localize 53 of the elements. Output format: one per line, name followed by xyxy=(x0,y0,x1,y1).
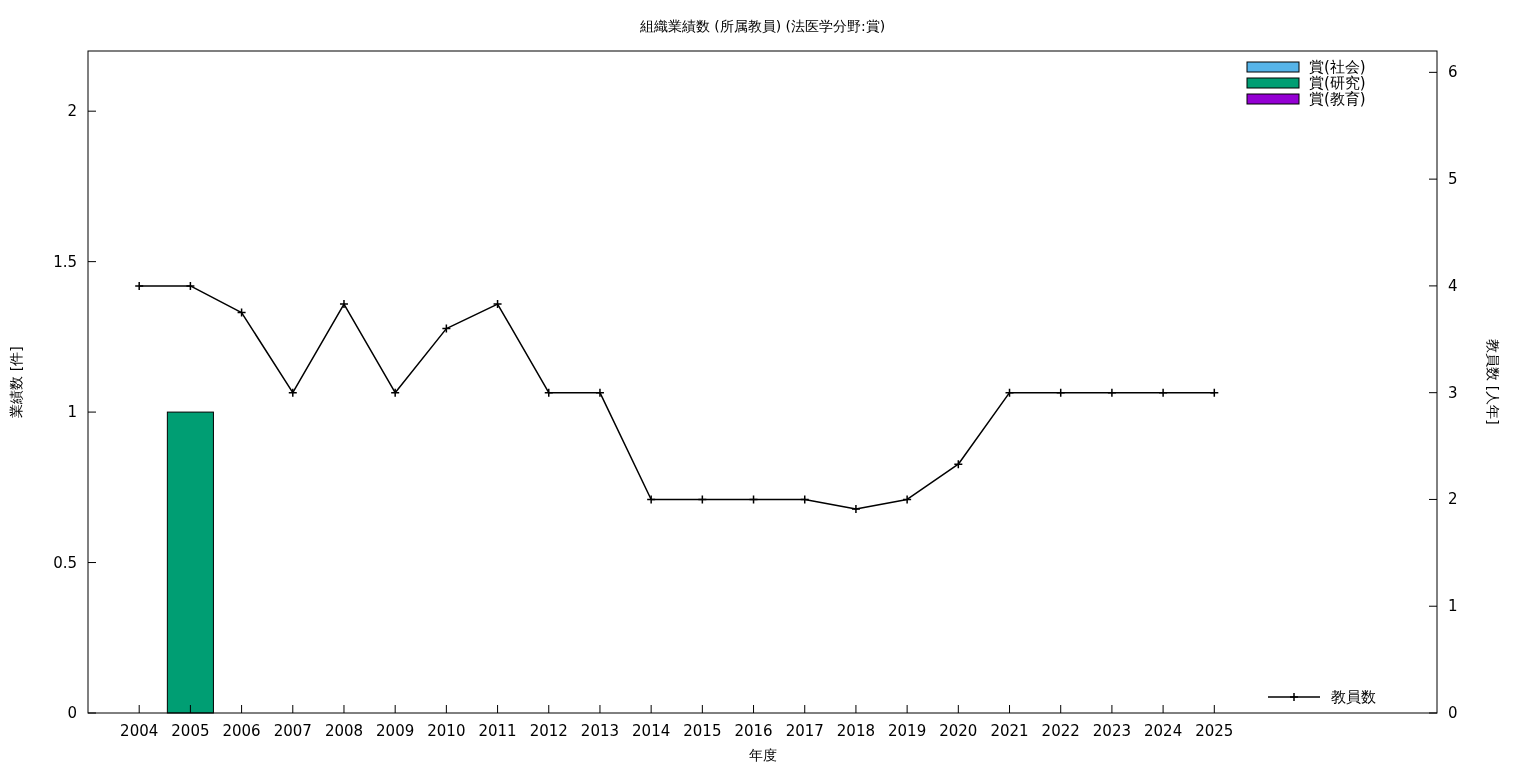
x-tick-label: 2015 xyxy=(683,722,722,740)
y2-tick-label: 3 xyxy=(1448,383,1458,402)
x-tick-label: 2025 xyxy=(1195,722,1234,740)
legend-label: 賞(教育) xyxy=(1309,90,1366,108)
chart-title: 組織業績数 (所属教員) (法医学分野:賞) xyxy=(638,18,886,34)
x-tick-label: 2010 xyxy=(427,722,466,740)
x-tick-label: 2016 xyxy=(734,722,773,740)
y-tick-label: 1.5 xyxy=(53,252,77,271)
point xyxy=(134,281,144,291)
y2-tick-label: 0 xyxy=(1448,704,1458,722)
y-tick-label: 0.5 xyxy=(53,553,77,572)
point xyxy=(902,494,912,505)
point xyxy=(492,299,503,309)
legend-label: 賞(研究) xyxy=(1309,74,1366,92)
point xyxy=(953,459,964,469)
y2-tick-label: 2 xyxy=(1448,490,1458,509)
y-tick-label: 1 xyxy=(67,403,77,422)
x-tick-label: 2017 xyxy=(785,722,824,740)
x-tick-label: 2018 xyxy=(836,722,876,740)
legend-label: 賞(社会) xyxy=(1309,58,1366,76)
y2-axis-title: 教員数 [人年] xyxy=(1485,339,1501,425)
x-tick-label: 2011 xyxy=(478,722,517,740)
y-axis-title: 業績数 [件] xyxy=(8,346,24,418)
x-tick-label: 2022 xyxy=(1041,722,1080,740)
point xyxy=(390,387,400,398)
legend-label: 教員数 xyxy=(1331,688,1376,706)
y-tick-label: 2 xyxy=(67,102,77,121)
point xyxy=(185,281,196,291)
x-tick-label: 2013 xyxy=(580,722,620,740)
point xyxy=(339,299,349,309)
x-tick-label: 2023 xyxy=(1092,722,1131,740)
x-tick-label: 2007 xyxy=(273,722,312,740)
y2-tick-label: 1 xyxy=(1448,597,1458,616)
x-tick-label: 2019 xyxy=(888,722,927,740)
point xyxy=(595,387,605,398)
x-tick-label: 2004 xyxy=(120,722,159,740)
x-tick-label: 2014 xyxy=(632,722,671,740)
y2-tick-label: 6 xyxy=(1448,63,1458,82)
y-tick-label: 0 xyxy=(67,704,77,722)
x-tick-label: 2021 xyxy=(990,722,1029,740)
point xyxy=(646,494,656,505)
x-axis-title: 年度 xyxy=(748,747,777,763)
y2-tick-label: 5 xyxy=(1448,170,1458,189)
point xyxy=(288,387,298,398)
y2-tick-label: 4 xyxy=(1448,276,1458,295)
x-tick-label: 2005 xyxy=(171,722,210,740)
x-tick-label: 2009 xyxy=(376,722,415,740)
x-tick-label: 2012 xyxy=(529,722,568,740)
x-tick-label: 2006 xyxy=(222,722,261,740)
x-tick-label: 2020 xyxy=(939,722,978,740)
x-tick-label: 2008 xyxy=(324,722,364,740)
point xyxy=(544,387,554,398)
x-tick-label: 2024 xyxy=(1144,722,1183,740)
